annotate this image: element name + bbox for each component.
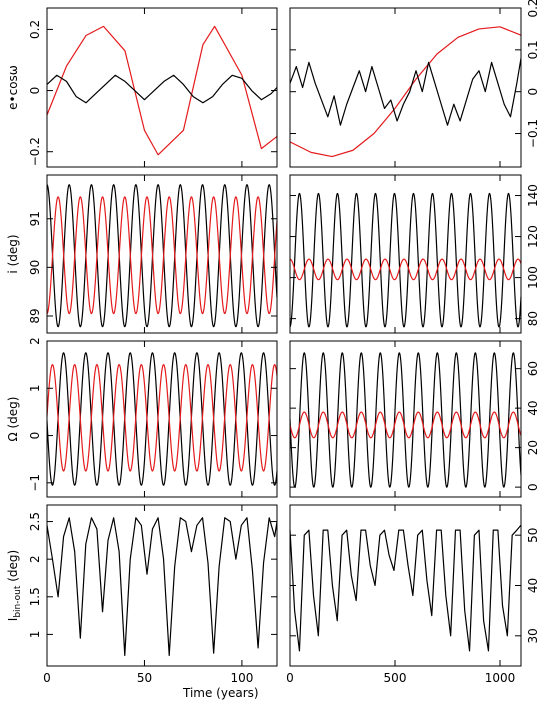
series-line-ecos-right-0	[289, 26, 522, 158]
y-tick-label-node-left-1: 0	[28, 432, 42, 440]
y-tick-label-inc-left-1: 90	[28, 260, 42, 275]
y-axis-label-ibin-left: Ibin-out (deg)	[6, 550, 23, 621]
series-line-ecos-left-1	[46, 74, 278, 104]
y-tick-label-ecos-right-1: 0	[526, 88, 540, 96]
y-tick-label-inc-right-0: 80	[526, 311, 540, 326]
y-tick-label-ibin-left-0: 1	[28, 631, 42, 639]
y-tick-label-ibin-left-1: 1.5	[28, 587, 42, 606]
x-tick-label-ibin-right-2: 1000	[485, 671, 516, 685]
series-line-ecos-left-0	[46, 25, 278, 156]
panel-node-right: 0 20 40 60	[289, 340, 540, 498]
series-line-node-right-1	[289, 411, 522, 439]
y-tick-label-inc-left-0: 89	[28, 308, 42, 323]
panels: −0.2 0 0.2 e•cosω −0.1 0 0.1 0.2 89 90 91 i (deg) 80…	[6, 0, 540, 685]
y-tick-label-ecos-left-0: −0.2	[28, 137, 42, 166]
panel-ibin-right: 0 500 1000 30 40 50	[286, 504, 540, 685]
series-line-ibin-right-0	[289, 524, 522, 652]
x-tick-label-ibin-left-0: 0	[43, 671, 51, 685]
axes-frame-inc-right	[289, 174, 522, 334]
x-tick-label-ibin-left-1: 50	[137, 671, 152, 685]
series-line-inc-right-0	[289, 192, 522, 328]
panel-node-left: −1 0 1 2 Ω (deg)	[6, 337, 278, 498]
y-tick-label-node-left-3: 2	[28, 337, 42, 345]
axes-frame-ibin-left	[46, 504, 278, 667]
x-tick-label-ibin-right-1: 500	[384, 671, 407, 685]
axes-frame-node-right	[289, 340, 522, 498]
axes-frame-ibin-right	[289, 504, 522, 667]
y-tick-label-ibin-left-3: 2.5	[28, 512, 42, 531]
panel-ibin-left: 0 50 100 1 1.5 2 2.5 Ibin-out (deg)	[6, 504, 278, 685]
series-line-inc-right-1	[289, 258, 522, 281]
y-tick-label-inc-right-3: 140	[526, 184, 540, 207]
y-tick-label-node-right-2: 40	[526, 400, 540, 415]
series-line-inc-left-1	[46, 196, 278, 315]
series-line-inc-left-0	[46, 184, 278, 328]
series-line-ecos-right-1	[289, 58, 522, 126]
y-tick-label-inc-right-2: 120	[526, 225, 540, 248]
y-tick-label-inc-left-2: 91	[28, 211, 42, 226]
y-axis-label-inc-left: i (deg)	[6, 234, 20, 273]
y-tick-label-ecos-right-3: 0.2	[526, 0, 540, 18]
y-tick-label-node-left-2: 1	[28, 384, 42, 392]
y-tick-label-ecos-right-0: −0.1	[526, 119, 540, 148]
y-tick-label-node-right-1: 20	[526, 440, 540, 455]
y-axis-label-node-left: Ω (deg)	[6, 397, 20, 442]
axes-frame-node-left	[46, 340, 278, 498]
y-tick-label-node-right-0: 0	[526, 483, 540, 491]
series-line-node-left-0	[46, 352, 278, 486]
y-tick-label-ibin-left-2: 2	[28, 555, 42, 563]
y-tick-label-node-right-3: 60	[526, 361, 540, 376]
y-tick-label-node-left-0: −1	[28, 474, 42, 492]
x-tick-label-ibin-left-2: 100	[230, 671, 253, 685]
panel-inc-left: 89 90 91 i (deg)	[6, 174, 278, 334]
x-axis-label: Time (years)	[182, 686, 259, 700]
y-tick-label-ibin-right-2: 50	[526, 528, 540, 543]
axes-frame-inc-left	[46, 174, 278, 334]
panel-ecos-left: −0.2 0 0.2 e•cosω	[6, 7, 278, 168]
y-axis-label-ecos-left: e•cosω	[6, 65, 20, 110]
series-line-node-right-0	[289, 352, 522, 488]
series-line-ibin-left-0	[46, 517, 278, 657]
axes-frame-ecos-right	[289, 7, 522, 168]
y-tick-label-ibin-right-0: 30	[526, 628, 540, 643]
y-tick-label-ecos-left-1: 0	[28, 87, 42, 95]
y-tick-label-ibin-right-1: 40	[526, 578, 540, 593]
y-tick-label-ecos-right-2: 0.1	[526, 40, 540, 59]
panel-ecos-right: −0.1 0 0.1 0.2	[289, 0, 540, 168]
x-tick-label-ibin-right-0: 0	[286, 671, 294, 685]
axes-frame-ecos-left	[46, 7, 278, 168]
y-tick-label-inc-right-1: 100	[526, 266, 540, 289]
y-tick-label-ecos-left-2: 0.2	[28, 20, 42, 39]
series-line-node-left-1	[46, 364, 278, 472]
panel-inc-right: 80 100 120 140	[289, 174, 540, 334]
